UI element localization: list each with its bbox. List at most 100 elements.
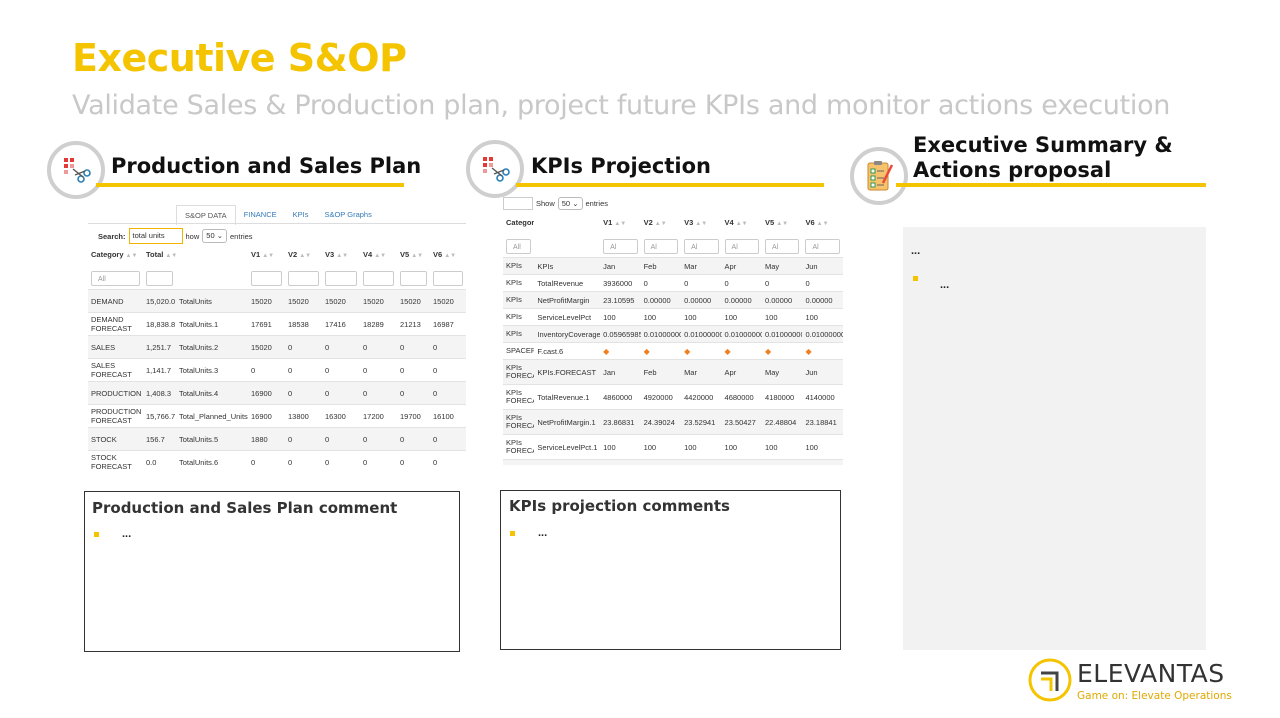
filter-cell: All [88, 267, 143, 290]
table-row[interactable]: KPIs KPIs Jan Feb Mar Apr May Jun [503, 257, 843, 275]
column-header[interactable]: V2 ▲▼ [288, 249, 312, 259]
table-row[interactable]: SPACER F.cast.6 ◆ ◆ ◆ ◆ ◆ ◆ [503, 342, 843, 360]
column-filter-input[interactable]: Al [684, 238, 719, 254]
table-cell: 4680000 [721, 384, 762, 410]
column-header[interactable]: Total ▲▼ [146, 249, 176, 259]
table-row[interactable]: DEMAND FORECAST 18,838.8 TotalUnits.1 17691… [88, 312, 466, 336]
table-row[interactable]: KPIs InventoryCoverage 0.05965985 0.0100000… [503, 325, 843, 343]
table-cell: TotalUnits.5 [176, 427, 248, 451]
table-cell: 100 [681, 308, 722, 326]
kpi-table: Category▲▼ V1▲▼ V2▲▼ V3▲▼ V4▲▼ V5▲▼ V6▲▼ All Al… [503, 209, 843, 465]
plan-comment-box[interactable]: Production and Sales Plan comment ... [84, 491, 460, 652]
table-cell: KPIs FORECA [503, 409, 535, 435]
column-header[interactable]: Category▲▼ [91, 249, 138, 259]
column-filter-input[interactable] [251, 270, 282, 286]
column-header[interactable]: Category▲▼ [506, 217, 535, 227]
filter-cell: Al [641, 235, 681, 258]
table-cell: 0 [285, 381, 322, 405]
column-filter-input[interactable] [363, 270, 394, 286]
column-filter-input[interactable] [400, 270, 427, 286]
table-cell: 4140000 [802, 384, 843, 410]
table-cell: 16987 [430, 312, 466, 336]
table-cell: 0.01000000 [640, 325, 682, 343]
table-row[interactable]: KPIs FORECA ServiceLevelPct.1 100 100 100 100… [503, 434, 843, 460]
tab-sop-data[interactable]: S&OP DATA [176, 205, 236, 225]
column-header[interactable]: V1 ▲▼ [603, 217, 627, 227]
table-cell: 15020 [397, 289, 430, 313]
table-row[interactable]: STOCK FORECAST 0.0 TotalUnits.6 0 0 0 0 0 0 [88, 450, 466, 470]
entries-select[interactable]: 50 ⌄ [557, 197, 583, 210]
table-row[interactable]: PRODUCTION FORECAST 15,766.7 Total_Planned… [88, 404, 466, 428]
chevron-down-icon: ⌄ [216, 231, 224, 240]
table-cell: SALES FORECAST [88, 358, 143, 382]
table-row[interactable]: STOCK 156.7 TotalUnits.5 1880 0 0 0 0 0 [88, 427, 466, 451]
column-header[interactable] [176, 241, 248, 267]
table-cell: 18538 [285, 312, 322, 336]
table-row[interactable]: KPIs FORECA KPIs.FORECAST Jan Feb Mar Apr May J… [503, 359, 843, 385]
column-filter-input[interactable]: Al [603, 238, 638, 254]
column-header[interactable]: V3 ▲▼ [684, 217, 708, 227]
column-header[interactable] [534, 209, 600, 235]
tab-kpis[interactable]: KPIs [292, 210, 309, 219]
table-cell: 17416 [322, 312, 360, 336]
column-filter-input[interactable]: All [506, 238, 532, 254]
column-filter-input[interactable]: Al [765, 238, 800, 254]
column-filter-input[interactable]: Al [643, 238, 679, 254]
column-header[interactable]: V2 ▲▼ [643, 217, 667, 227]
column-filter-input[interactable] [288, 270, 319, 286]
filter-cell: Al [600, 235, 640, 258]
table-cell: ServiceLevelPct [534, 308, 601, 326]
sort-icon: ▲▼ [735, 220, 748, 227]
kpi-comment-box[interactable]: KPIs projection comments ... [500, 490, 841, 650]
entries-label: entries [585, 199, 609, 208]
table-cell: Apr [721, 257, 762, 275]
table-cell: 0.00000 [681, 291, 722, 309]
table-row[interactable]: KPIs FORECA TotalRevenue.1 4860000 4920000 4… [503, 384, 843, 410]
column-filter-input[interactable] [325, 270, 357, 286]
column-filter-input[interactable]: All [91, 270, 140, 286]
table-row[interactable]: DEMAND 15,020.0 TotalUnits 15020 15020 15020 1… [88, 289, 466, 313]
table-cell: KPIs [503, 291, 535, 309]
column-header[interactable]: V3 ▲▼ [325, 249, 349, 259]
table-row[interactable]: KPIs TotalRevenue 3936000 0 0 0 0 0 [503, 274, 843, 292]
tab-sop-graphs[interactable]: S&OP Graphs [324, 210, 372, 219]
tab-finance[interactable]: FINANCE [243, 210, 277, 219]
search-input[interactable]: total units [128, 228, 183, 244]
column-header[interactable]: V4 ▲▼ [363, 249, 387, 259]
table-cell: Jun [802, 257, 843, 275]
column-filter-input[interactable]: Al [805, 238, 840, 254]
column-header[interactable]: V1 ▲▼ [251, 249, 275, 259]
table-header-row: Category ▲▼ Total ▲▼ V1 ▲▼ V2 ▲▼ V3 ▲▼ V4 ▲▼ V5 ▲▼ V6 ▲… [88, 241, 466, 267]
table-row[interactable]: KPIs FORECA NetProfitMargin.1 23.86831 24.3… [503, 409, 843, 435]
column-header[interactable]: V6 ▲▼ [805, 217, 829, 227]
table-cell: May [762, 257, 803, 275]
table-cell: 4860000 [600, 384, 641, 410]
table-cell: 23.18841 [802, 409, 843, 435]
table-cell: 0.01 [640, 459, 682, 465]
column-header[interactable]: V6 ▲▼ [433, 249, 457, 259]
table-row[interactable]: KPIs FORECAInventoryCoverage.10.010.010.… [503, 459, 843, 465]
column-header[interactable]: V4 ▲▼ [724, 217, 748, 227]
summary-line: ... [911, 245, 921, 257]
length-box[interactable] [503, 197, 533, 210]
table-cell: 100 [721, 434, 762, 460]
diamond-icon: ◆ [721, 342, 762, 360]
table-cell: 0 [681, 274, 722, 292]
table-cell: 0 [762, 274, 803, 292]
table-row[interactable]: KPIs NetProfitMargin 23.10595 0.00000 0.0000… [503, 291, 843, 309]
filter-cell [430, 267, 466, 290]
table-row[interactable]: SALES FORECAST 1,141.7 TotalUnits.3 0 0 0 0 0 0 [88, 358, 466, 382]
column-filter-input[interactable] [433, 270, 463, 286]
table-row[interactable]: SALES 1,251.7 TotalUnits.2 15020 0 0 0 0 0 [88, 335, 466, 359]
column-header[interactable]: V5 ▲▼ [400, 249, 424, 259]
section-title-kpis: KPIs Projection [531, 154, 711, 178]
column-header[interactable]: V5 ▲▼ [765, 217, 789, 227]
summary-panel[interactable]: ... ... [903, 227, 1206, 650]
table-row[interactable]: PRODUCTION 1,408.3 TotalUnits.4 16900 0 0 0 0 0 [88, 381, 466, 405]
table-cell: KPIs [503, 308, 535, 326]
table-row[interactable]: KPIs ServiceLevelPct 100 100 100 100 100 100 [503, 308, 843, 326]
column-filter-input[interactable]: Al [724, 238, 759, 254]
table-cell: KPIs FORECA [503, 359, 535, 385]
column-filter-input[interactable] [146, 270, 173, 286]
entries-select[interactable]: 50 ⌄ [202, 229, 228, 243]
